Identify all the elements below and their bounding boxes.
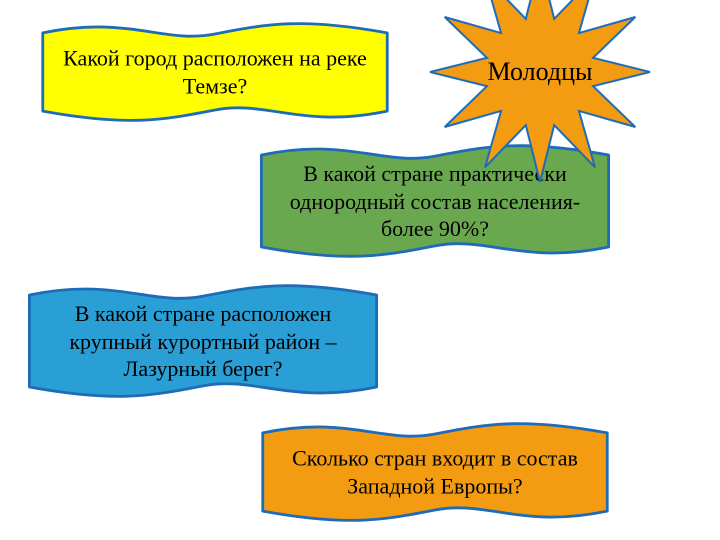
banner-q4: Сколько стран входит в состав Западной Е…: [250, 418, 620, 526]
starburst: Молодцы: [425, 0, 655, 187]
banner-q3: В какой стране расположен крупный курорт…: [18, 280, 388, 402]
banner-text-q1: Какой город расположен на реке Темзе?: [49, 45, 382, 100]
banner-q1: Какой город расположен на реке Темзе?: [30, 18, 400, 126]
banner-text-q3: В какой стране расположен крупный курорт…: [37, 300, 370, 383]
starburst-text: Молодцы: [488, 57, 593, 87]
banner-text-q4: Сколько стран входит в состав Западной Е…: [269, 445, 602, 500]
